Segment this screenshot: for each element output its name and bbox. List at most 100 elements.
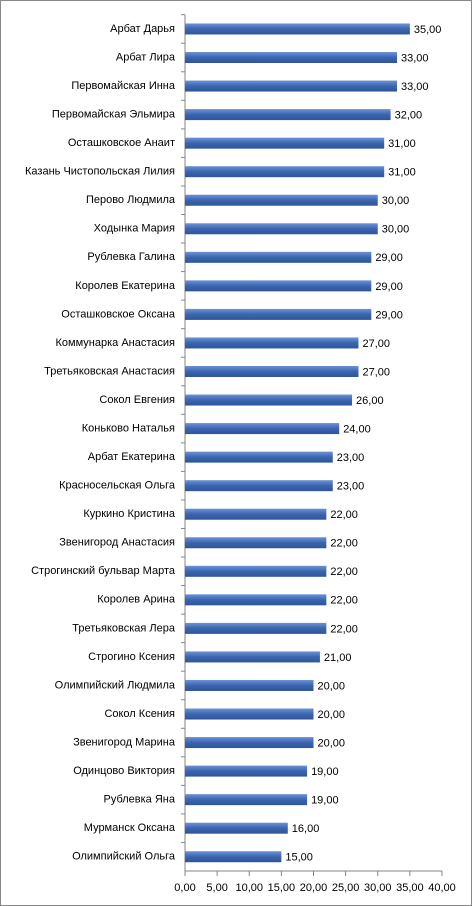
value-label: 32,00 [395,110,423,122]
bar [185,194,378,206]
value-label: 20,00 [318,737,346,749]
y-tick-label: Строгино Ксения [88,651,175,663]
bar [185,737,314,749]
bar [185,851,282,863]
y-tick-label: Казань Чистопольская Лилия [25,166,175,178]
bar [185,223,378,235]
x-tick-label: 20,00 [300,882,328,894]
y-tick-label: Первомайская Эльмира [52,109,176,121]
x-tick-label: 15,00 [268,882,296,894]
x-tick-label: 40,00 [428,882,456,894]
value-label: 30,00 [382,195,410,207]
y-tick-label: Олимпийский Людмила [55,679,176,691]
y-tick-label: Коммунарка Анастасия [56,337,176,349]
y-tick-label: Перово Людмила [86,194,176,206]
bar [185,423,340,435]
value-label: 20,00 [318,680,346,692]
bar [185,594,327,606]
value-label: 33,00 [401,81,429,93]
bar [185,651,320,663]
y-tick-label: Звенигород Анастасия [59,537,175,549]
bar [185,109,391,121]
y-tick-label: Одинцово Виктория [73,765,175,777]
value-label: 29,00 [375,252,403,264]
bar [185,337,359,349]
value-label: 27,00 [362,338,390,350]
bar [185,822,288,834]
y-tick-label: Строгинский бульвар Марта [31,565,176,577]
bar [185,80,398,92]
value-label: 22,00 [330,566,358,578]
value-label: 22,00 [330,538,358,550]
bar [185,365,359,377]
bar [185,280,372,292]
y-tick-label: Первомайская Инна [71,80,176,92]
x-tick-label: 10,00 [235,882,263,894]
y-tick-label: Королев Екатерина [75,280,176,292]
y-tick-label: Мурманск Оксана [84,822,176,834]
bar [185,765,308,777]
y-tick-label: Красносельская Ольга [59,480,176,492]
value-label: 29,00 [375,309,403,321]
y-tick-label: Сокол Ксения [104,708,175,720]
bar [185,708,314,720]
bar [185,137,385,149]
value-label: 31,00 [388,138,416,150]
bar [185,23,410,35]
y-tick-label: Третьяковская Лера [72,622,176,634]
value-label: 27,00 [362,366,390,378]
y-tick-label: Рублевка Яна [103,794,175,806]
value-label: 19,00 [311,795,339,807]
bar [185,508,327,520]
value-label: 29,00 [375,281,403,293]
x-tick-label: 35,00 [396,882,424,894]
y-tick-label: Арбат Дарья [110,23,175,35]
bar [185,679,314,691]
y-tick-label: Арбат Лира [116,51,176,63]
x-tick-label: 0,00 [174,882,195,894]
value-label: 19,00 [311,766,339,778]
y-tick-label: Осташковское Анаит [68,137,175,149]
y-tick-label: Звенигород Марина [73,736,176,748]
bar [185,622,327,634]
y-tick-label: Коньково Наталья [82,422,175,434]
bar [185,52,398,64]
bar [185,166,385,178]
value-label: 31,00 [388,167,416,179]
bar [185,251,372,263]
y-tick-label: Арбат Екатерина [88,451,176,463]
value-label: 35,00 [414,24,442,36]
y-tick-label: Куркино Кристина [83,508,176,520]
value-label: 21,00 [324,652,352,664]
y-tick-label: Третьяковская Анастасия [44,365,175,377]
bar [185,394,353,406]
bar [185,451,333,463]
value-label: 24,00 [343,423,371,435]
bar [185,565,327,577]
value-label: 30,00 [382,224,410,236]
value-label: 20,00 [318,709,346,721]
y-tick-label: Сокол Евгения [99,394,175,406]
y-tick-label: Осташковское Оксана [61,308,176,320]
value-label: 22,00 [330,595,358,607]
bar [185,480,333,492]
y-tick-label: Королев Арина [97,594,176,606]
y-tick-label: Ходынка Мария [94,223,175,235]
y-tick-label: Рублевка Галина [87,251,175,263]
value-label: 16,00 [292,823,320,835]
x-tick-label: 25,00 [332,882,360,894]
value-label: 33,00 [401,52,429,64]
bar [185,308,372,320]
x-tick-label: 5,00 [206,882,227,894]
bar [185,794,308,806]
y-tick-label: Олимпийский Ольга [72,851,176,863]
value-label: 22,00 [330,509,358,521]
value-label: 15,00 [285,852,313,864]
bar [185,537,327,549]
value-label: 23,00 [337,481,365,493]
value-label: 26,00 [356,395,384,407]
value-label: 22,00 [330,623,358,635]
x-tick-label: 30,00 [364,882,392,894]
value-label: 23,00 [337,452,365,464]
